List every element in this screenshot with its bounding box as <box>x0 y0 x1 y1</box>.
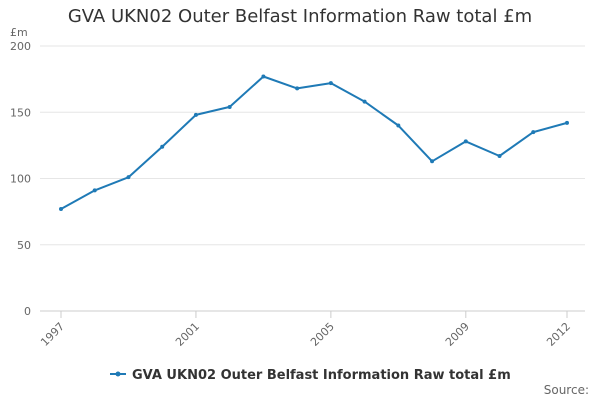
data-point <box>531 130 536 135</box>
data-point <box>565 120 569 125</box>
x-tick-label: 2009 <box>443 320 472 349</box>
data-point <box>92 188 97 193</box>
legend-label[interactable]: GVA UKN02 Outer Belfast Information Raw … <box>132 368 511 383</box>
data-point <box>160 144 165 149</box>
chart-title: GVA UKN02 Outer Belfast Information Raw … <box>67 6 533 27</box>
data-point <box>497 153 502 158</box>
data-point <box>261 74 266 79</box>
series-line <box>60 75 568 210</box>
gridlines <box>40 45 585 246</box>
data-point <box>227 104 232 109</box>
legend-marker <box>115 371 121 377</box>
x-tick-label: 2005 <box>308 320 337 349</box>
data-point <box>193 112 198 117</box>
y-tick-label: 50 <box>17 239 31 252</box>
y-tick-label: 100 <box>10 173 31 186</box>
data-point <box>430 159 435 164</box>
y-axis-unit-label: £m <box>10 26 28 39</box>
data-point <box>295 86 300 91</box>
data-point <box>328 81 333 86</box>
legend: GVA UKN02 Outer Belfast Information Raw … <box>110 368 511 383</box>
y-tick-label: 0 <box>24 305 31 318</box>
data-point <box>126 175 131 180</box>
x-tick-label: 2001 <box>173 320 202 349</box>
source-label: Source: <box>544 383 589 397</box>
data-point <box>362 99 367 104</box>
x-tick-label: 2012 <box>544 320 573 349</box>
data-point <box>396 123 401 128</box>
data-point <box>59 206 63 211</box>
series-layer <box>59 74 569 211</box>
axes: 0 50 100 150 200 1997 2001 2005 2009 2012 <box>10 40 585 349</box>
data-point <box>463 139 468 144</box>
y-tick-label: 150 <box>10 106 31 119</box>
y-tick-label: 200 <box>10 40 31 53</box>
x-tick-label: 1997 <box>38 320 67 349</box>
